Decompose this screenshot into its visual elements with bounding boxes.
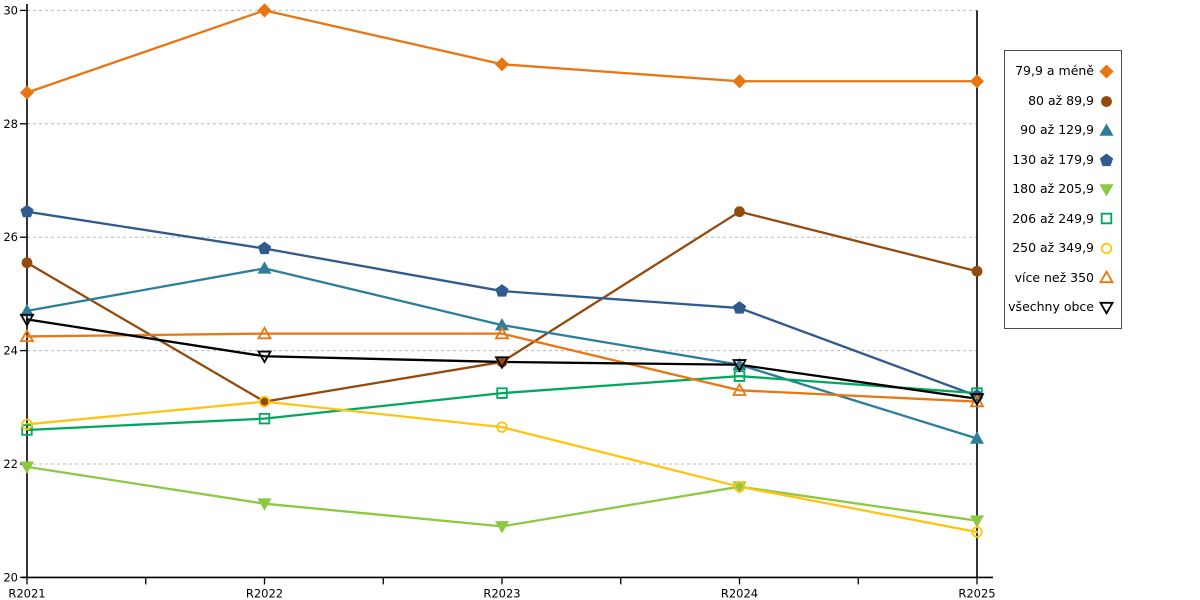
legend-item-label: 180 až 205,9: [1012, 181, 1094, 197]
legend-marker-icon: [1099, 301, 1114, 315]
legend-item-label: 90 až 129,9: [1020, 122, 1094, 138]
legend-marker-icon: [1099, 270, 1114, 284]
legend-marker-icon: [1100, 242, 1113, 255]
y-tick-label: 26: [3, 230, 18, 244]
data-point-marker-s4-R2023: [494, 521, 510, 534]
y-tick-label: 24: [3, 344, 18, 358]
x-tick-label: R2021: [8, 586, 45, 600]
data-point-marker-s5-R2024: [733, 370, 746, 382]
y-tick-label: 30: [3, 3, 18, 17]
legend-marker-icon: [1099, 64, 1114, 79]
legend-marker-shape: [1099, 184, 1114, 197]
data-point-marker-s1-R2025: [971, 265, 983, 277]
data-point-marker-s4-R2025: [969, 515, 985, 528]
data-point-marker-s2-R2025: [969, 431, 985, 444]
data-point-marker-s1-R2024: [734, 206, 745, 218]
data-point-marker-s8-R2022: [256, 350, 273, 364]
data-point-marker-s0-R2025: [969, 74, 985, 89]
x-tick-label: R2024: [721, 586, 758, 600]
data-point-marker-s5-R2021: [21, 424, 33, 436]
legend-item: 79,9 a méně: [1009, 64, 1114, 79]
legend-marker-shape: [1099, 270, 1114, 284]
y-tick-label: 28: [3, 117, 18, 131]
data-point-marker-s0-R2023: [494, 57, 510, 72]
data-point-marker-s8-R2025: [969, 393, 985, 407]
data-point-marker-s1-R2021: [21, 257, 33, 269]
data-point-marker-s7-R2021: [19, 328, 35, 343]
legend-marker-icon: [1099, 153, 1114, 166]
series-line-6: [25, 400, 979, 534]
x-tick-label: R2023: [483, 586, 520, 600]
y-tick-label: 20: [3, 570, 18, 584]
data-point-marker-s8-R2023: [494, 356, 510, 370]
data-point-marker-s0-R2024: [732, 74, 747, 89]
legend-marker-shape: [1100, 242, 1113, 255]
data-point-marker-s6-R2024: [733, 480, 746, 493]
legend-marker-icon: [1099, 123, 1114, 136]
data-point-marker-s6-R2021: [21, 418, 33, 431]
x-tick-label: R2025: [958, 586, 995, 600]
legend-item: 206 až 249,9: [1009, 211, 1114, 226]
data-point-marker-s2-R2022: [257, 261, 272, 274]
chart-legend: 79,9 a méně 80 až 89,9 90 až 129,9 130 až 1…: [1004, 50, 1122, 329]
legend-item-label: všechny obce: [1008, 298, 1094, 314]
legend-item: více než 350: [1009, 270, 1114, 285]
legend-marker-shape: [1099, 123, 1114, 136]
data-point-marker-s8-R2024: [731, 359, 748, 373]
data-point-marker-s6-R2022: [258, 395, 271, 408]
legend-item-label: více než 350: [1014, 269, 1094, 285]
data-point-marker-s6-R2025: [971, 526, 983, 538]
data-point-marker-s7-R2023: [494, 325, 510, 340]
legend-marker-icon: [1100, 213, 1113, 225]
series-line-1: [25, 210, 979, 403]
data-point-marker-s3-R2021: [20, 204, 34, 218]
legend-item: všechny obce: [1008, 298, 1114, 315]
data-point-marker-s3-R2023: [495, 284, 509, 297]
legend-item-label: 206 až 249,9: [1012, 210, 1094, 226]
legend-item-label: 80 až 89,9: [1028, 92, 1094, 108]
series-line-4: [25, 465, 979, 528]
series-line-0: [25, 9, 979, 94]
data-point-marker-s6-R2023: [496, 421, 508, 433]
data-point-marker-s4-R2022: [257, 498, 272, 511]
data-point-marker-s3-R2022: [257, 241, 272, 255]
data-point-marker-s8-R2021: [19, 313, 35, 328]
legend-item: 180 až 205,9: [1009, 182, 1114, 197]
data-point-marker-s2-R2023: [494, 318, 510, 331]
y-tick-label: 22: [3, 457, 18, 471]
legend-marker-shape: [1099, 153, 1114, 166]
data-point-marker-s7-R2024: [731, 382, 748, 396]
legend-item-label: 130 až 179,9: [1012, 151, 1094, 167]
series-line-5: [25, 374, 979, 432]
legend-marker-shape: [1099, 64, 1114, 79]
data-point-marker-s4-R2021: [19, 461, 35, 474]
legend-marker-shape: [1101, 95, 1112, 107]
data-point-marker-s0-R2021: [19, 85, 35, 100]
legend-item-label: 250 až 349,9: [1012, 240, 1094, 256]
data-point-marker-s0-R2022: [257, 3, 272, 18]
series-line-7: [25, 332, 979, 403]
data-point-marker-s5-R2023: [496, 387, 508, 399]
legend-item: 80 až 89,9: [1009, 94, 1114, 109]
legend-item-label: 79,9 a méně: [1015, 63, 1094, 79]
legend-item: 90 až 129,9: [1009, 123, 1114, 138]
legend-marker-shape: [1099, 301, 1114, 315]
legend-item: 250 až 349,9: [1009, 241, 1114, 256]
data-point-marker-s5-R2022: [258, 412, 271, 425]
data-point-marker-s3-R2024: [732, 301, 747, 314]
x-tick-label: R2022: [246, 586, 283, 600]
legend-marker-icon: [1099, 184, 1114, 197]
legend-marker-shape: [1100, 213, 1113, 225]
data-point-marker-s7-R2022: [256, 325, 273, 340]
legend-marker-icon: [1101, 95, 1112, 107]
legend-item: 130 až 179,9: [1009, 153, 1114, 168]
